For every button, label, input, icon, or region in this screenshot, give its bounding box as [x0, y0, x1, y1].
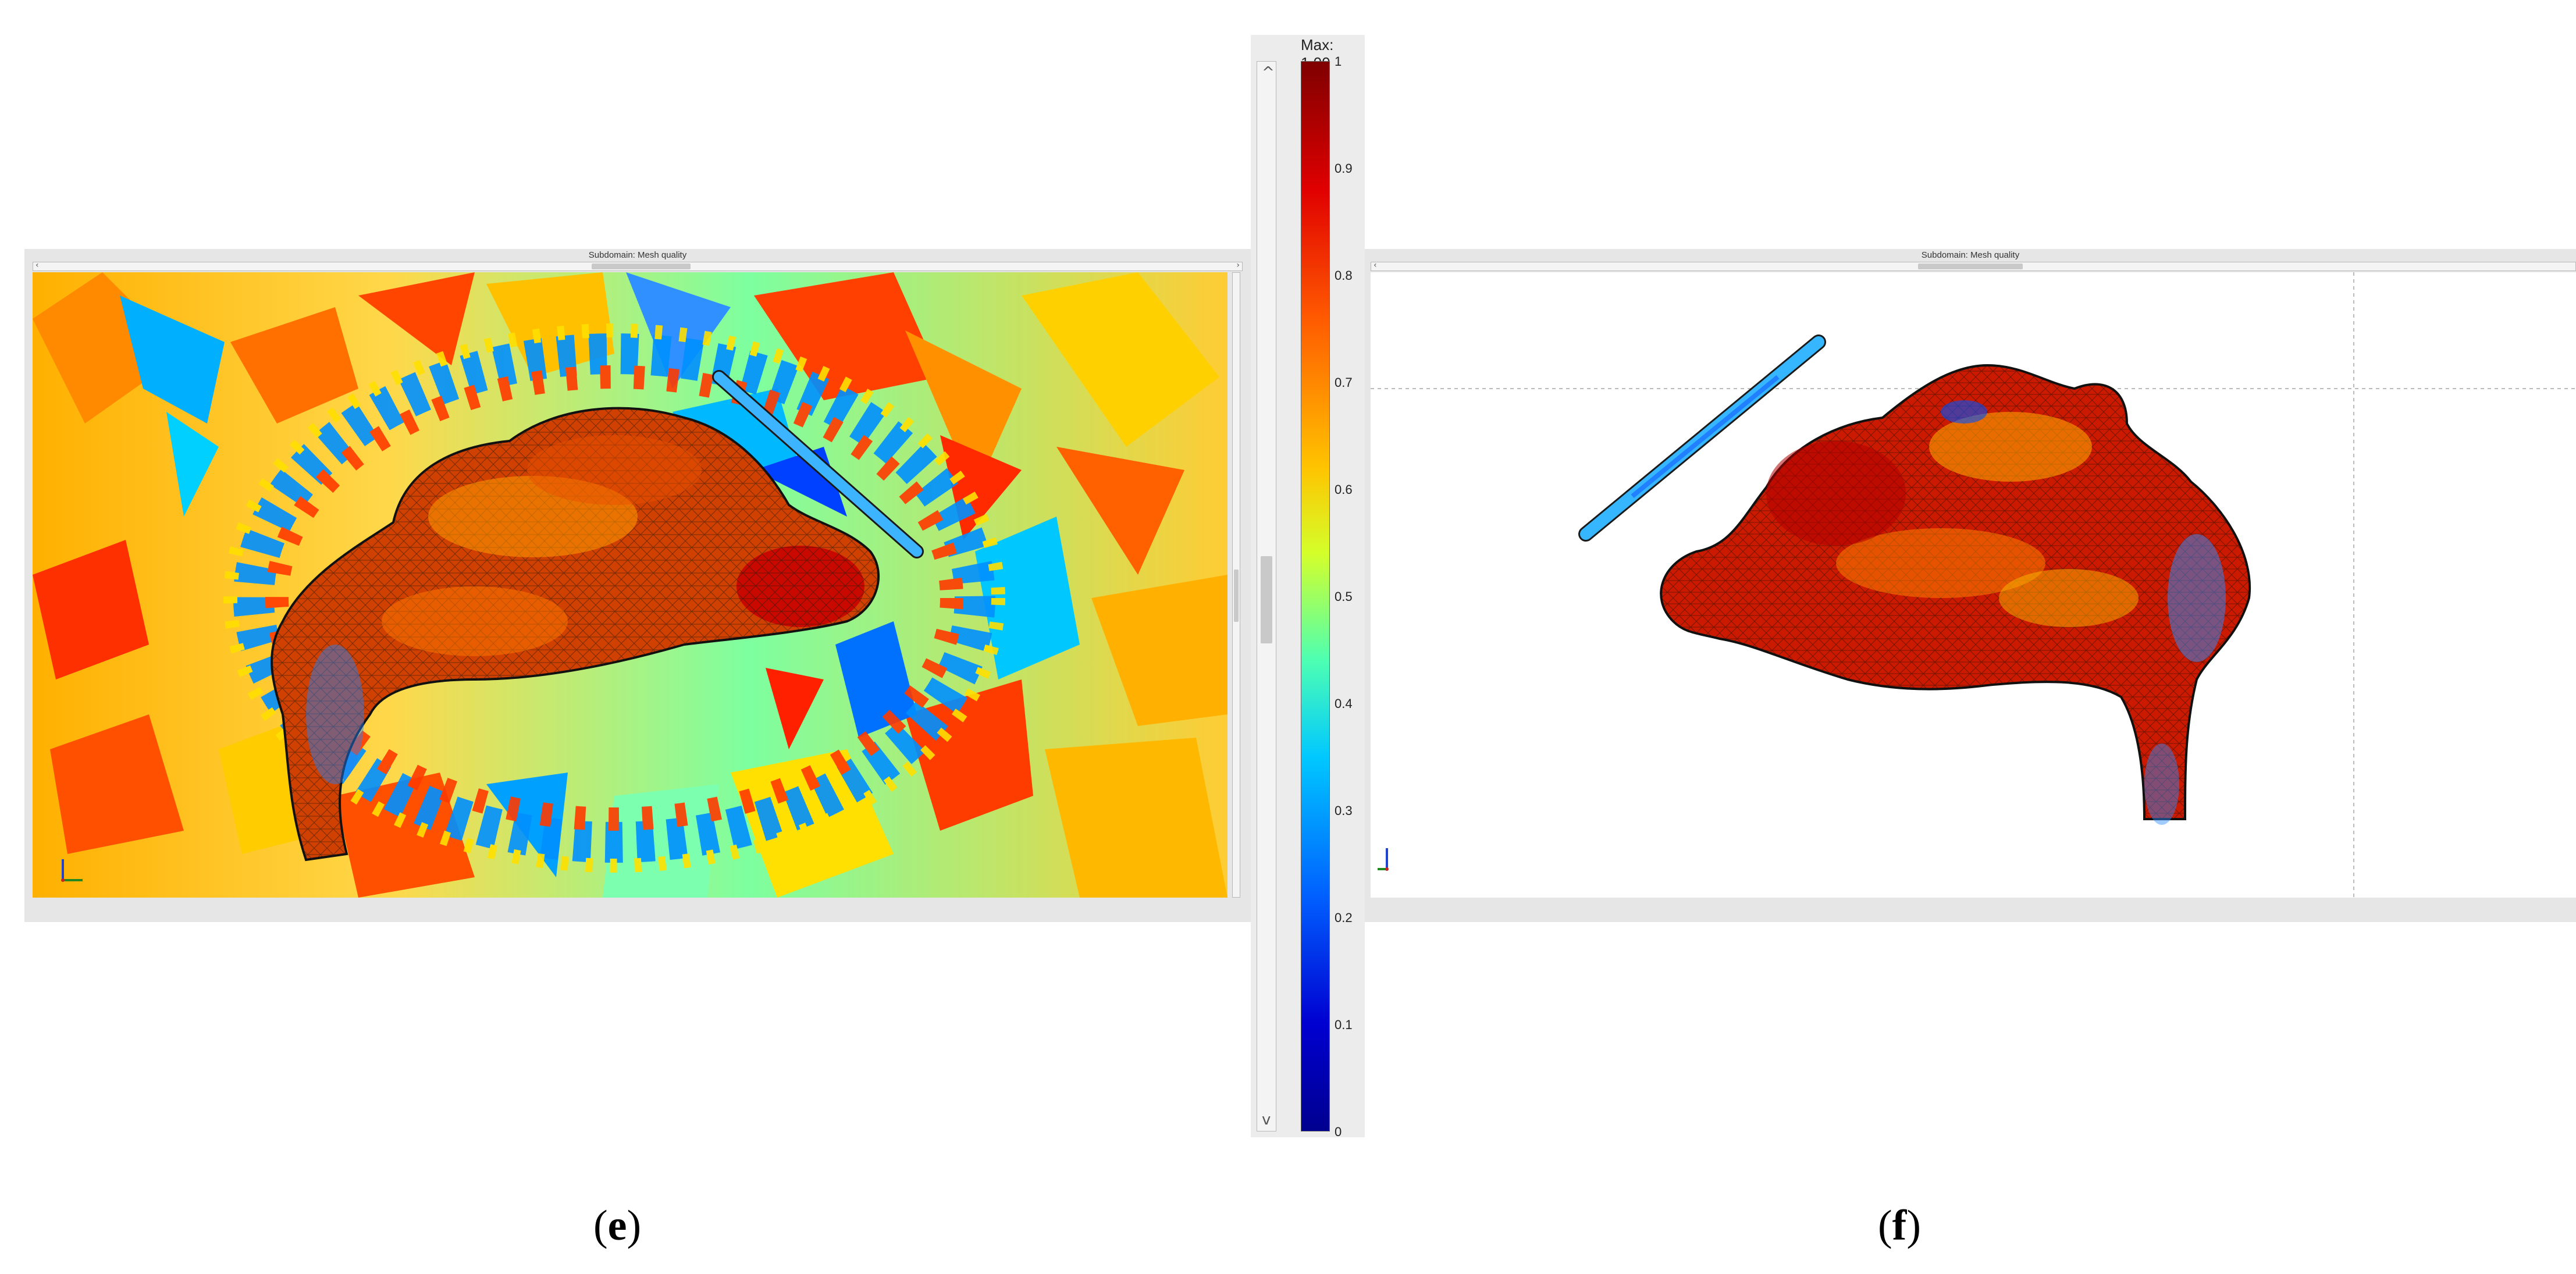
colorbar-tick-label: 0.5: [1335, 589, 1353, 604]
background-elements: [33, 272, 1227, 898]
scroll-right-arrow[interactable]: ›: [1236, 261, 1240, 270]
scroll-thumb[interactable]: [1234, 570, 1239, 622]
mesh-view-left[interactable]: [33, 272, 1227, 898]
colorbar-tick-label: 0.2: [1335, 910, 1353, 925]
axis-triad-icon: [1378, 848, 1389, 871]
scroll-thumb[interactable]: [1261, 556, 1272, 643]
mesh-quality-panel-left: Subdomain: Mesh quality ‹ ›: [24, 249, 1251, 922]
horizontal-scrollbar[interactable]: ‹: [1371, 261, 2576, 271]
mesh-body-right: [1660, 364, 2251, 825]
colorbar-tick-label: 0.7: [1335, 375, 1353, 390]
caption-paren: ): [1906, 1202, 1921, 1250]
scroll-left-arrow[interactable]: ‹: [1374, 261, 1377, 270]
axis-triad-icon: [61, 859, 83, 882]
colorbar-tick-label: 1: [1335, 54, 1342, 69]
colorbar-tick-label: 0: [1335, 1124, 1342, 1139]
scroll-up-arrow[interactable]: ^: [1262, 64, 1275, 81]
colorbar-tick-label: 0.1: [1335, 1017, 1353, 1032]
caption-letter: e: [607, 1202, 627, 1250]
scroll-left-arrow[interactable]: ‹: [35, 261, 39, 270]
scroll-thumb[interactable]: [592, 264, 691, 269]
colorbar-tick-label: 0.3: [1335, 803, 1353, 818]
caption-letter: f: [1892, 1202, 1907, 1250]
vertical-scrollbar-left[interactable]: [1232, 272, 1240, 898]
mesh-plot-right: [1371, 272, 2576, 898]
mesh-quality-panel-right: Subdomain: Mesh quality ‹: [1365, 249, 2576, 922]
caption-e: (e): [593, 1201, 641, 1251]
colorbar-tick-label: 0.4: [1335, 696, 1353, 711]
caption-paren: (: [593, 1202, 608, 1250]
scroll-down-arrow[interactable]: v: [1262, 1111, 1271, 1129]
rod-element: [712, 370, 924, 558]
scroll-thumb[interactable]: [1918, 264, 2023, 269]
caption-f: (f): [1878, 1201, 1921, 1251]
panel-title: Subdomain: Mesh quality: [588, 250, 687, 260]
caption-paren: (: [1878, 1202, 1892, 1250]
colorbar-tick-label: 0.9: [1335, 161, 1353, 176]
surrounding-fine-mesh: [223, 323, 1005, 873]
mesh-view-right[interactable]: [1371, 272, 2576, 898]
colorbar-gradient: [1301, 61, 1330, 1131]
colorbar-tick-label: 0.6: [1335, 482, 1353, 497]
rod-element: [1578, 334, 1826, 542]
horizontal-scrollbar[interactable]: ‹ ›: [33, 261, 1243, 271]
mesh-body-left: [271, 407, 880, 862]
panel-title: Subdomain: Mesh quality: [1921, 250, 2020, 260]
mesh-plot-left: [33, 272, 1227, 898]
colorbar-panel: ^ v Max: 1.00 10.90.80.70.60.50.40.30.20…: [1251, 35, 1365, 1139]
colorbar-scrollbar[interactable]: ^ v: [1257, 61, 1276, 1131]
caption-paren: ): [627, 1202, 642, 1250]
colorbar-tick-label: 0.8: [1335, 268, 1353, 283]
